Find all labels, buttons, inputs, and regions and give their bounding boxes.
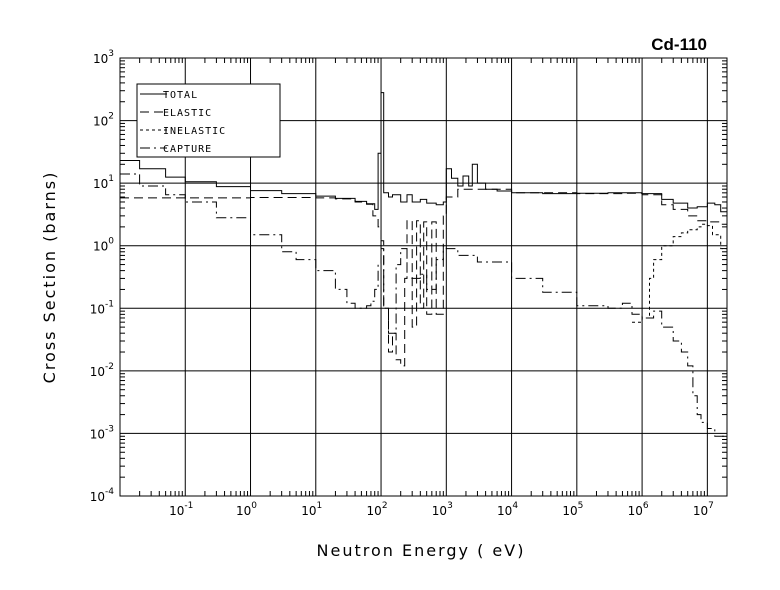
x-tick-base: 10: [693, 504, 708, 518]
legend-label-capture: CAPTURE: [163, 144, 212, 155]
y-tick-base: 10: [93, 177, 108, 191]
y-tick-exponent: 2: [108, 112, 114, 122]
x-axis-title: Neutron Energy ( eV): [317, 541, 526, 560]
y-tick-label: 10-3: [90, 424, 114, 441]
chart-title: Cd-110: [651, 35, 707, 54]
y-tick-base: 10: [90, 365, 105, 379]
y-tick-base: 10: [93, 240, 108, 254]
x-tick-label: 10-1: [169, 501, 193, 518]
y-tick-exponent: 3: [108, 49, 114, 59]
y-tick-label: 102: [93, 112, 114, 129]
series-layer: [120, 92, 728, 437]
x-tick-base: 10: [432, 504, 447, 518]
legend-label-elastic: ELASTIC: [163, 108, 212, 119]
x-tick-exponent: 0: [251, 501, 257, 511]
x-tick-exponent: 1: [317, 501, 323, 511]
x-tick-labels: 10-1 100 101 102 103 104 105 106 107: [169, 501, 714, 518]
x-tick-base: 10: [628, 504, 643, 518]
x-tick-base: 10: [169, 504, 184, 518]
legend: TOTAL ELASTIC INELASTIC CAPTURE: [136, 83, 281, 158]
y-tick-label: 10-2: [90, 362, 114, 379]
x-tick-label: 105: [562, 501, 583, 518]
x-tick-base: 10: [497, 504, 512, 518]
y-tick-base: 10: [90, 427, 105, 441]
y-tick-base: 10: [93, 52, 108, 66]
x-tick-base: 10: [236, 504, 251, 518]
y-tick-exponent: 1: [108, 174, 114, 184]
y-tick-exponent: -2: [105, 362, 114, 372]
series-inelastic-line: [632, 223, 728, 323]
series-capture-line: [120, 173, 728, 437]
legend-label-inelastic: INELASTIC: [163, 126, 226, 137]
y-tick-exponent: -3: [105, 424, 114, 434]
x-tick-exponent: 3: [447, 501, 453, 511]
series-elastic-line: [120, 188, 728, 367]
series-total-line: [120, 92, 728, 220]
x-tick-label: 101: [301, 501, 322, 518]
y-tick-label: 101: [93, 174, 114, 191]
x-tick-base: 10: [562, 504, 577, 518]
x-tick-base: 10: [301, 504, 316, 518]
x-tick-exponent: 2: [382, 501, 388, 511]
y-tick-label: 103: [93, 49, 114, 66]
x-tick-exponent: 6: [643, 501, 649, 511]
legend-box: [136, 83, 281, 158]
legend-label-total: TOTAL: [163, 90, 198, 101]
x-tick-label: 106: [628, 501, 649, 518]
x-tick-label: 100: [236, 501, 257, 518]
y-tick-base: 10: [90, 302, 105, 316]
x-tick-label: 107: [693, 501, 714, 518]
x-tick-exponent: 4: [512, 501, 518, 511]
x-tick-label: 103: [432, 501, 453, 518]
x-tick-exponent: 7: [708, 501, 714, 511]
y-tick-exponent: -1: [105, 299, 114, 309]
x-tick-base: 10: [367, 504, 382, 518]
y-tick-base: 10: [93, 115, 108, 129]
x-tick-exponent: -1: [184, 501, 193, 511]
y-tick-exponent: 0: [108, 237, 114, 247]
y-axis-title: Cross Section (barns): [40, 171, 59, 384]
x-tick-exponent: 5: [578, 501, 584, 511]
y-tick-label: 10-4: [90, 487, 115, 504]
x-tick-label: 102: [367, 501, 388, 518]
x-tick-label: 104: [497, 501, 518, 518]
plot-frame: [119, 57, 728, 497]
y-tick-label: 100: [93, 237, 114, 254]
y-tick-label: 10-1: [90, 299, 114, 316]
y-tick-exponent: -4: [105, 487, 114, 497]
y-tick-base: 10: [90, 490, 105, 504]
